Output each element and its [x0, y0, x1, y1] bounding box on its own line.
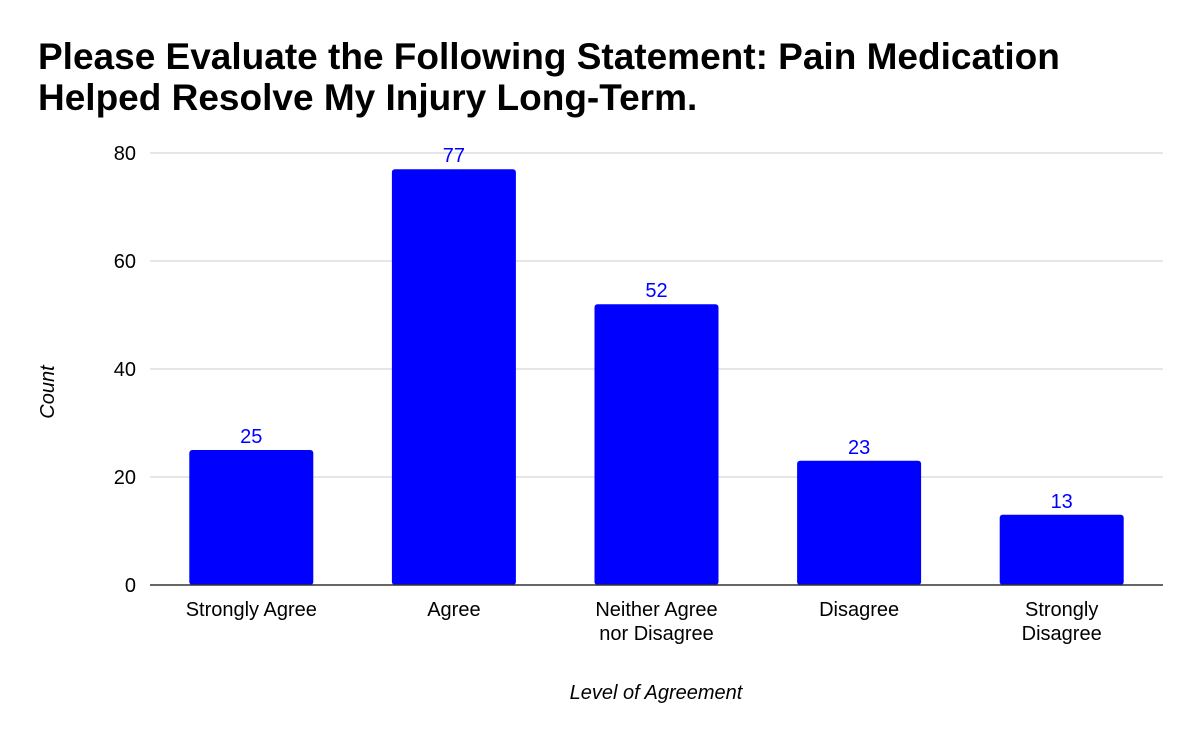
bar — [797, 460, 922, 585]
x-axis-title: Level of Agreement — [570, 682, 744, 704]
bar-value-label: 25 — [240, 426, 262, 448]
x-tick-label: Disagree — [819, 599, 899, 621]
chart-title: Please Evaluate the Following Statement:… — [38, 36, 1060, 118]
bars — [189, 169, 1124, 585]
bar — [999, 514, 1124, 585]
labels: 0 20 40 60 80 25 Strongly Agree 77 Agree 52 Neithe… — [114, 143, 1102, 645]
y-axis-title: Count — [37, 364, 59, 419]
y-tick-label: 0 — [125, 575, 136, 597]
y-tick-label: 20 — [114, 467, 136, 489]
x-tick-label: Neither Agree nor Disagree — [595, 599, 717, 645]
bar-value-label: 77 — [443, 145, 465, 167]
x-tick-label: Strongly Agree — [186, 599, 317, 621]
bar — [594, 304, 719, 585]
bar-value-label: 13 — [1051, 491, 1073, 513]
x-tick-label: Agree — [427, 599, 480, 621]
x-tick-label: Strongly Disagree — [1022, 599, 1102, 645]
bar-value-label: 52 — [645, 280, 667, 302]
bar — [391, 169, 516, 585]
y-tick-label: 60 — [114, 251, 136, 273]
y-tick-label: 40 — [114, 359, 136, 381]
y-tick-label: 80 — [114, 143, 136, 165]
bar — [189, 450, 314, 585]
bar-value-label: 23 — [848, 437, 870, 459]
